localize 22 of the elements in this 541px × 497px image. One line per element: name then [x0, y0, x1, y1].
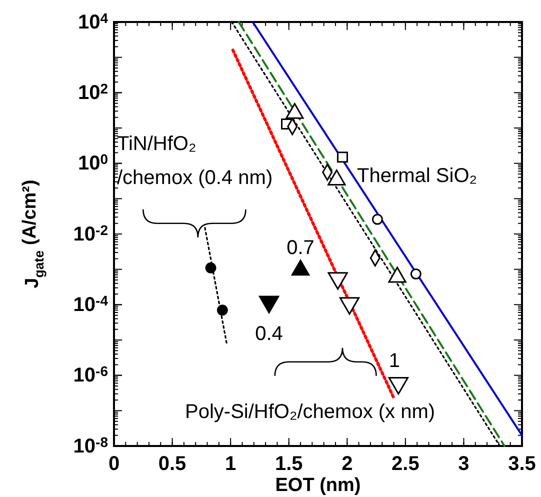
y-tick-label: 10$^{4}$: [78, 10, 108, 34]
x-tick-label: 3.5: [508, 453, 536, 476]
y-tick-label: 10$^{-6}$: [73, 363, 108, 387]
y-tick-label: 10$^{0}$: [78, 151, 108, 175]
x-tick-label: 0: [108, 453, 120, 476]
x-tick-label: 2: [342, 453, 353, 476]
annotation: Thermal SiO₂: [357, 165, 478, 187]
x-tick-label: 1.5: [274, 453, 303, 476]
x-tick-label: 3: [458, 453, 470, 476]
annotation: Poly-Si/HfO₂/chemox (x nm): [185, 401, 436, 423]
x-tick-label: 2.5: [392, 453, 420, 476]
y-tick-label: 10$^{-2}$: [73, 222, 108, 246]
annotation: 1: [388, 350, 400, 372]
annotation: 0.7: [286, 237, 314, 260]
annotation: 0.4: [255, 322, 283, 345]
x-tick-label: 1: [225, 453, 236, 476]
y-tick-label: 10$^{-8}$: [73, 434, 108, 458]
y-tick-label: 10$^{-4}$: [73, 292, 108, 316]
annotation: TiN/HfO₂ /chemox (0.4 nm): [117, 133, 273, 189]
y-tick-label: 10$^{2}$: [78, 80, 108, 104]
x-axis-title: EOT (nm): [275, 475, 361, 496]
x-tick-label: 0.5: [158, 453, 186, 476]
